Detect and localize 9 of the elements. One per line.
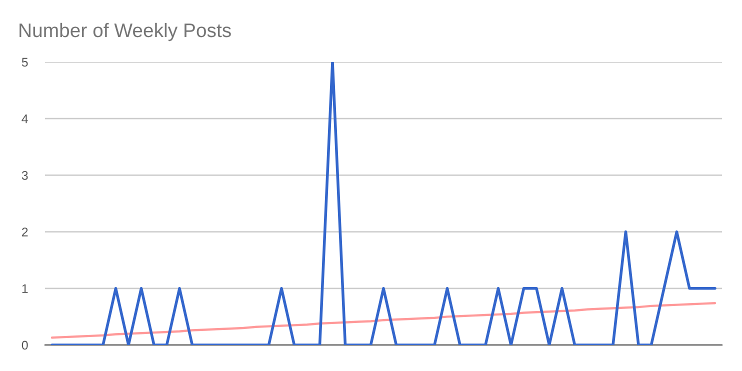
y-tick-label: 3 — [22, 171, 28, 180]
y-tick-label: 0 — [22, 340, 28, 350]
line-series — [50, 302, 716, 339]
line-series — [50, 62, 716, 345]
y-tick-label: 1 — [22, 284, 28, 293]
y-tick-label: 2 — [22, 228, 28, 236]
chart-title: Number of Weekly Posts — [20, 22, 231, 42]
y-tick-label: 5 — [22, 58, 28, 67]
y-tick-label: 4 — [22, 114, 28, 124]
